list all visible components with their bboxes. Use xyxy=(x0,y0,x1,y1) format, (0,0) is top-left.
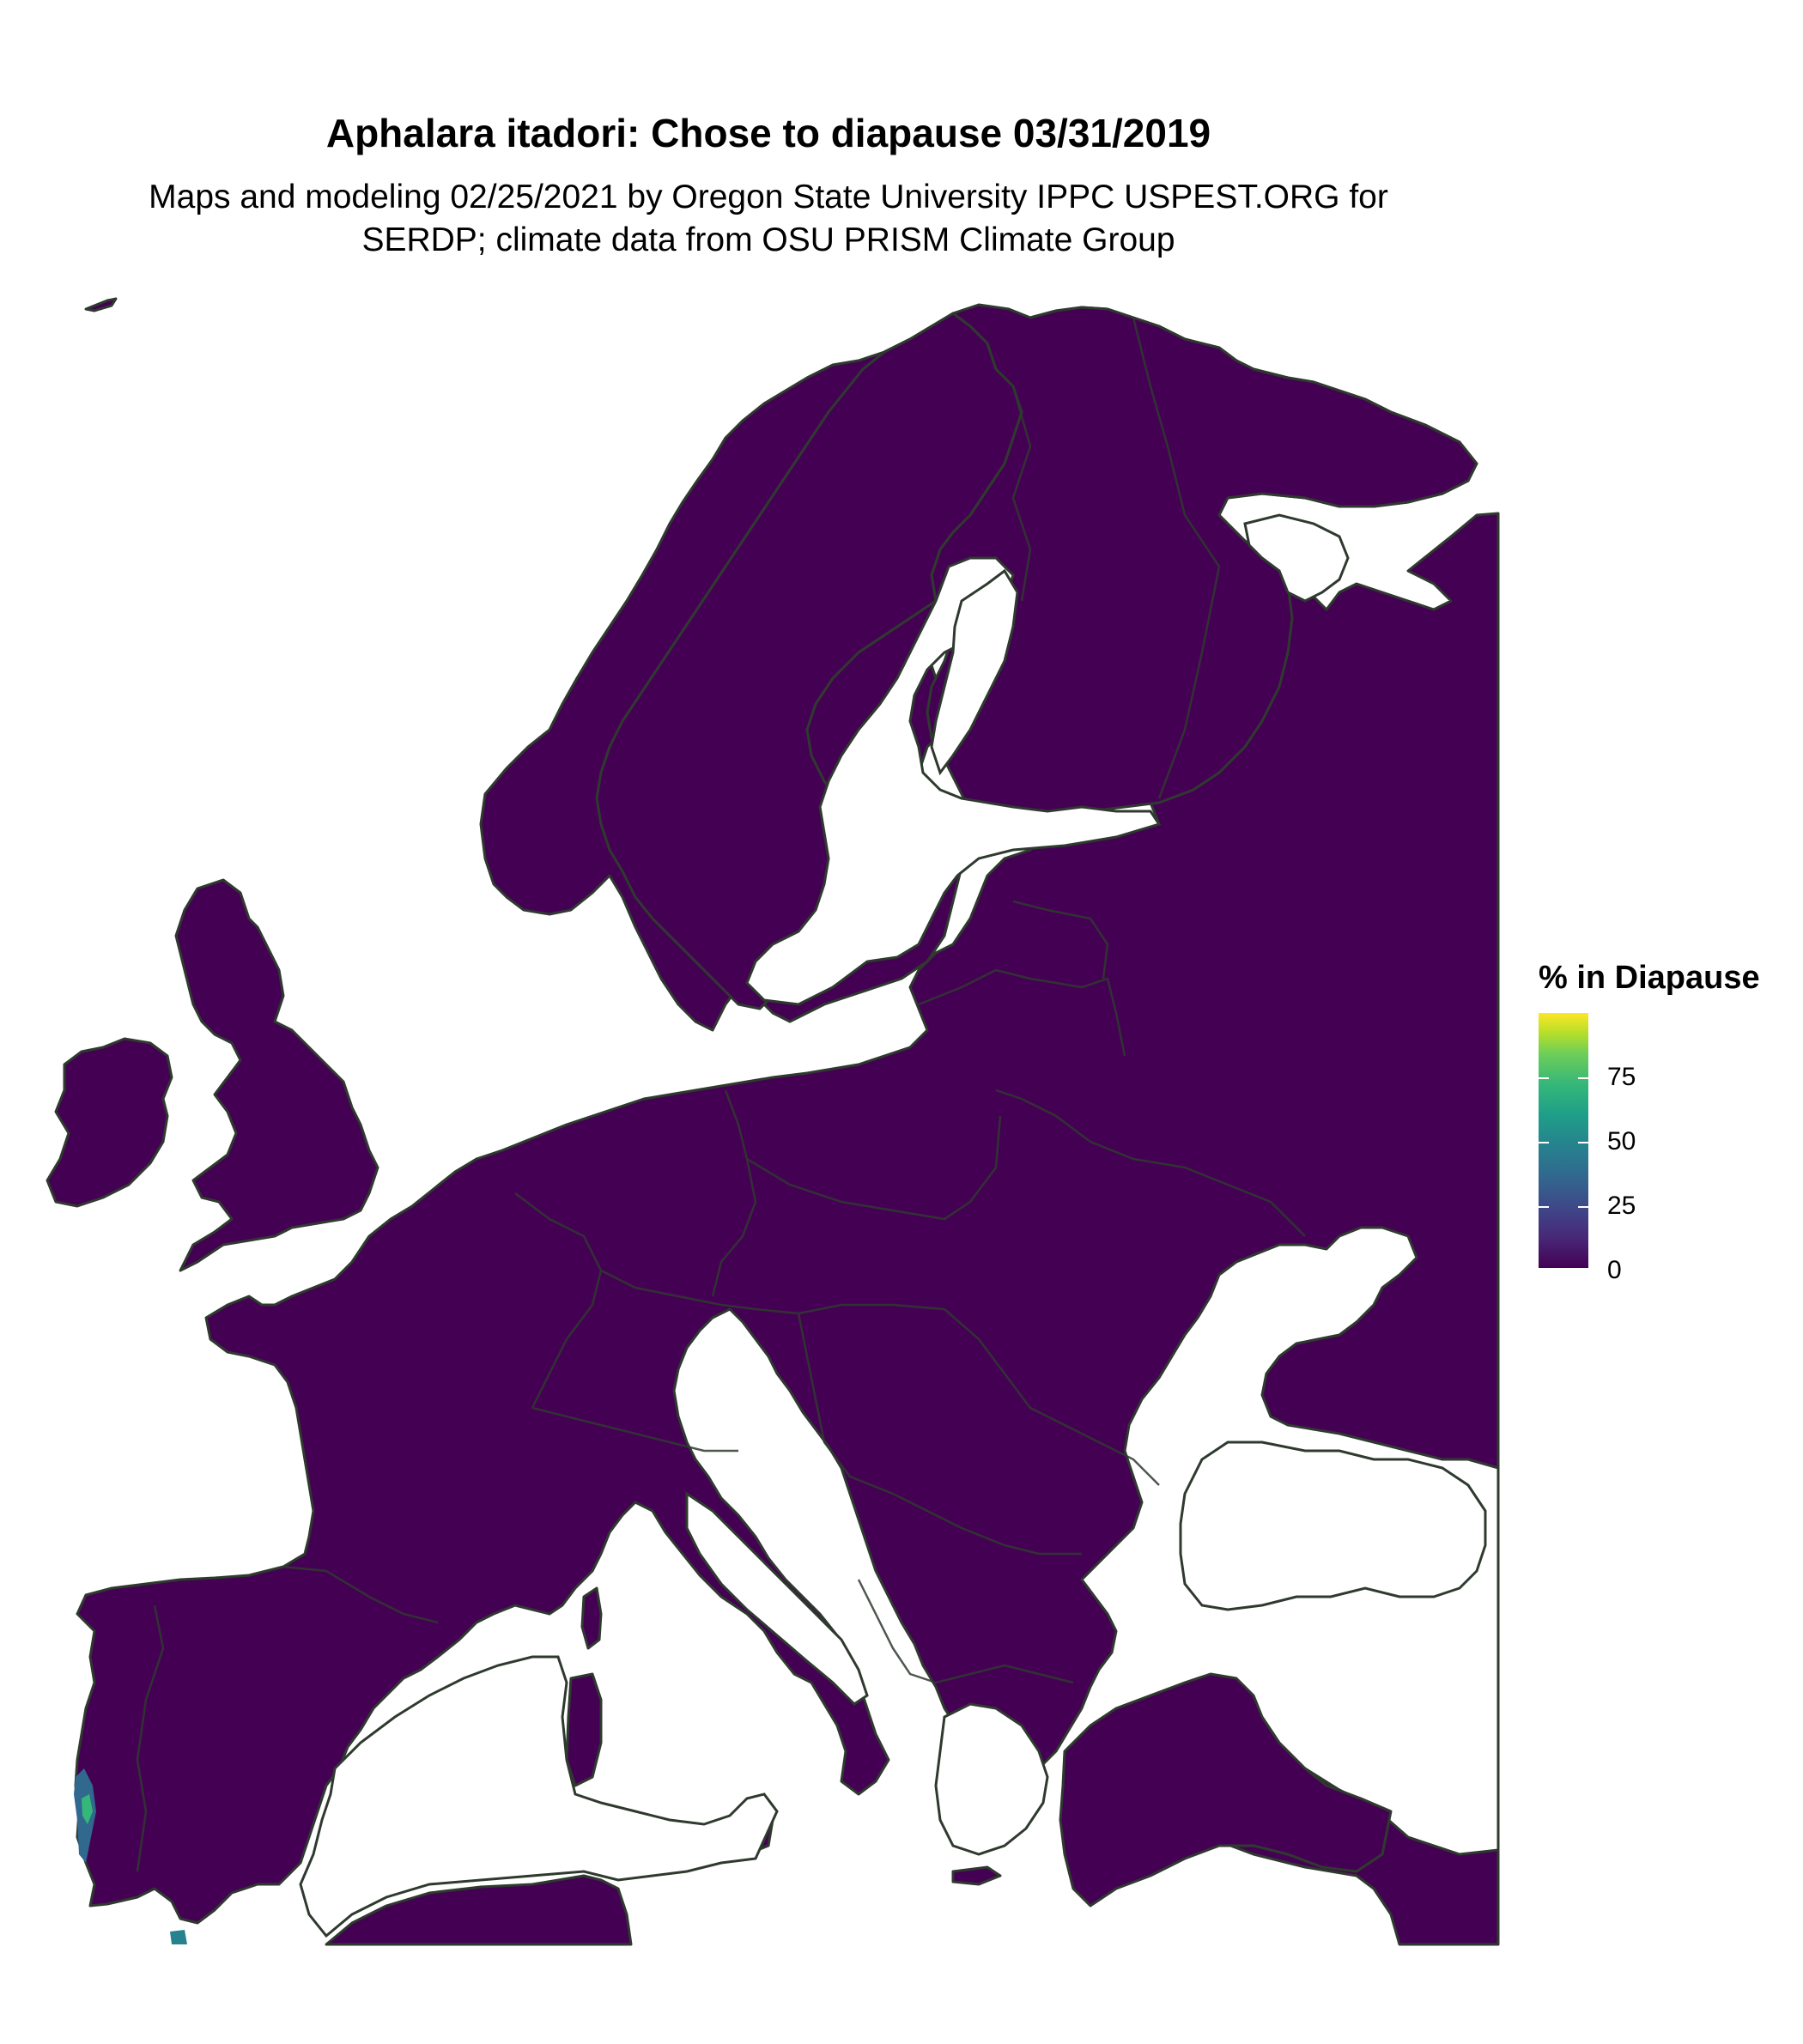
legend-title: % in Diapause xyxy=(1539,960,1760,996)
border-line xyxy=(995,1089,1306,1237)
map-subtitle: Maps and modeling 02/25/2021 by Oregon S… xyxy=(0,176,1537,262)
border-line xyxy=(136,1604,165,1872)
border-line xyxy=(1011,385,1032,602)
hotspot-algarve xyxy=(170,1930,187,1944)
legend-label-50: 50 xyxy=(1607,1127,1636,1155)
legend-tick-50 xyxy=(1539,1142,1549,1143)
land-anatolia xyxy=(1059,1672,1393,1908)
subtitle-line-1: Maps and modeling 02/25/2021 by Oregon S… xyxy=(149,179,1388,215)
bothnia-gulf xyxy=(930,568,1019,776)
legend-tick-25 xyxy=(1539,1206,1549,1208)
subtitle-line-2: SERDP; climate data from OSU PRISM Clima… xyxy=(361,221,1175,258)
legend-label-0: 0 xyxy=(1607,1256,1622,1284)
border-line xyxy=(711,1089,757,1297)
map-title: Aphalara itadori: Chose to diapause 03/3… xyxy=(325,111,1211,155)
border-line xyxy=(282,1565,439,1624)
legend-tick-25-right xyxy=(1578,1206,1588,1208)
border-line xyxy=(918,968,1126,1057)
land-north-africa xyxy=(325,1874,633,1946)
border-line xyxy=(531,1406,738,1453)
legend-colorbar xyxy=(1539,1013,1588,1268)
border-line xyxy=(1132,317,1221,799)
border-line xyxy=(797,1313,1082,1556)
legend-tick-75-right xyxy=(1578,1077,1588,1079)
diapause-hotspots xyxy=(74,1768,187,1944)
aegean-sea xyxy=(934,1702,1049,1856)
land-corsica xyxy=(580,1586,603,1650)
border-line xyxy=(600,1269,945,1315)
black-sea xyxy=(1179,1441,1487,1611)
land-small-island-nw xyxy=(84,297,118,312)
legend-label-25: 25 xyxy=(1607,1192,1636,1220)
map-water xyxy=(299,513,1487,1938)
baltic-sea xyxy=(745,556,1162,1006)
border-line xyxy=(1012,900,1109,980)
border-line xyxy=(857,1579,1074,1684)
white-sea xyxy=(1243,513,1350,603)
country-borders xyxy=(136,317,1306,1872)
western-mediterranean xyxy=(299,1655,779,1938)
hotspot-portugal-peak xyxy=(82,1794,93,1824)
legend-tick-50-right xyxy=(1578,1142,1588,1143)
land-great-britain xyxy=(174,878,379,1272)
map-land xyxy=(46,297,1500,1946)
land-crete xyxy=(951,1865,1002,1886)
border-line xyxy=(746,1115,1002,1221)
land-ireland xyxy=(46,1037,173,1208)
land-sardinia xyxy=(565,1672,603,1787)
border-line xyxy=(944,1308,1160,1486)
border-line xyxy=(514,1192,603,1409)
legend-tick-75 xyxy=(1539,1077,1549,1079)
adriatic-sea xyxy=(685,1491,869,1706)
legend-label-75: 75 xyxy=(1607,1063,1636,1091)
